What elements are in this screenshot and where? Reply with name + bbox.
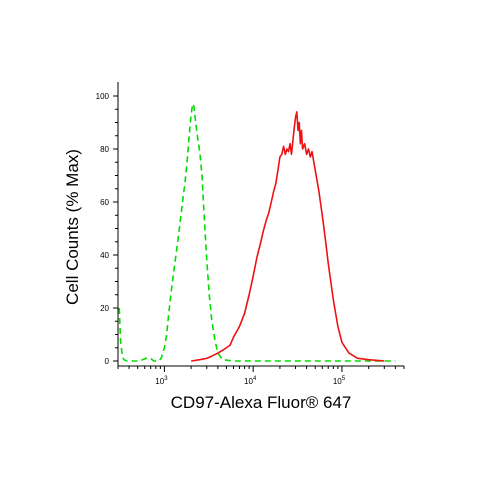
y-tick-label: 0 [105, 357, 110, 366]
x-tick-label: 105 [333, 376, 346, 386]
x-tick-label: 104 [244, 376, 257, 386]
series-line-1 [118, 103, 396, 362]
y-tick-label: 80 [100, 145, 109, 154]
y-tick-label: 100 [96, 92, 110, 101]
y-axis-title: Cell Counts (% Max) [63, 149, 82, 305]
x-tick-label: 103 [155, 376, 168, 386]
y-tick-label: 40 [100, 251, 109, 260]
y-tick-label: 60 [100, 198, 109, 207]
series-layer [118, 103, 396, 362]
x-axis-title: CD97-Alexa Fluor® 647 [171, 393, 352, 412]
y-ticks: 0 20 40 60 80 100 [96, 92, 118, 366]
x-ticks: 103 104 105 [117, 366, 405, 386]
series-line-2 [191, 111, 385, 362]
y-tick-label: 20 [100, 304, 109, 313]
